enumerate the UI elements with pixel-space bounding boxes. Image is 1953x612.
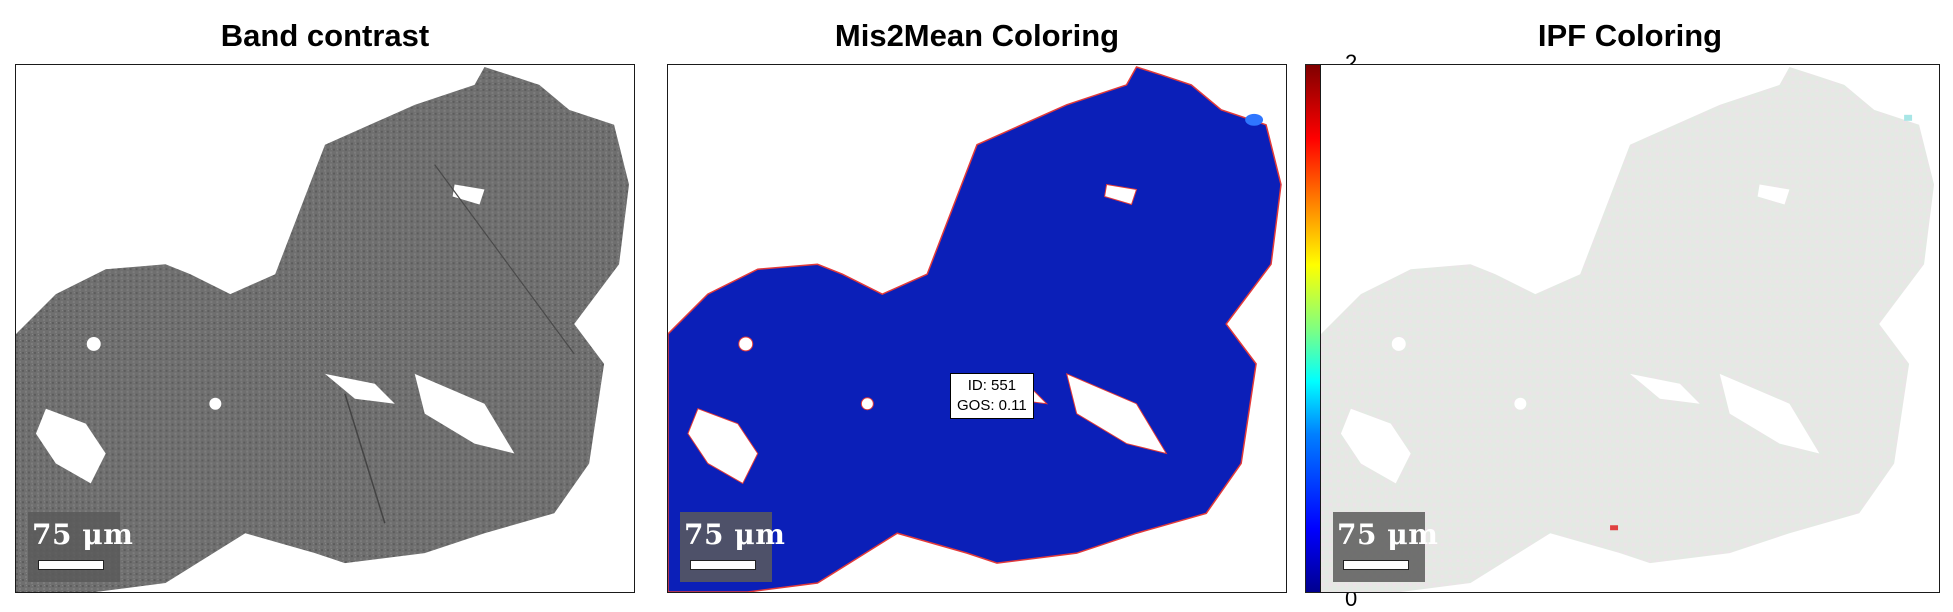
scalebar-bar	[38, 560, 104, 570]
scalebar: 75 μm	[680, 512, 785, 582]
grain-annotation: ID: 551 GOS: 0.11	[950, 373, 1034, 419]
mis2mean-title: Mis2Mean Coloring	[834, 18, 1120, 53]
scalebar: 75 μm	[28, 512, 133, 582]
scalebar-label: 75 μm	[684, 518, 786, 551]
ipf-map: 75 μm	[1320, 64, 1940, 593]
grain-id: ID: 551	[967, 377, 1017, 394]
scalebar-label: 75 μm	[1337, 518, 1439, 551]
band-contrast-map: 75 μm	[15, 64, 635, 593]
grain-gos: GOS: 0.11	[957, 397, 1027, 414]
ipf-title: IPF Coloring	[1537, 18, 1723, 53]
scalebar-bar	[690, 560, 756, 570]
scalebar-label: 75 μm	[32, 518, 134, 551]
mis2mean-map: ID: 551 GOS: 0.11 75 μm	[667, 64, 1287, 593]
scalebar-bar	[1343, 560, 1409, 570]
scalebar: 75 μm	[1333, 512, 1438, 582]
band-contrast-title: Band contrast	[220, 18, 430, 53]
colorbar	[1305, 64, 1321, 593]
